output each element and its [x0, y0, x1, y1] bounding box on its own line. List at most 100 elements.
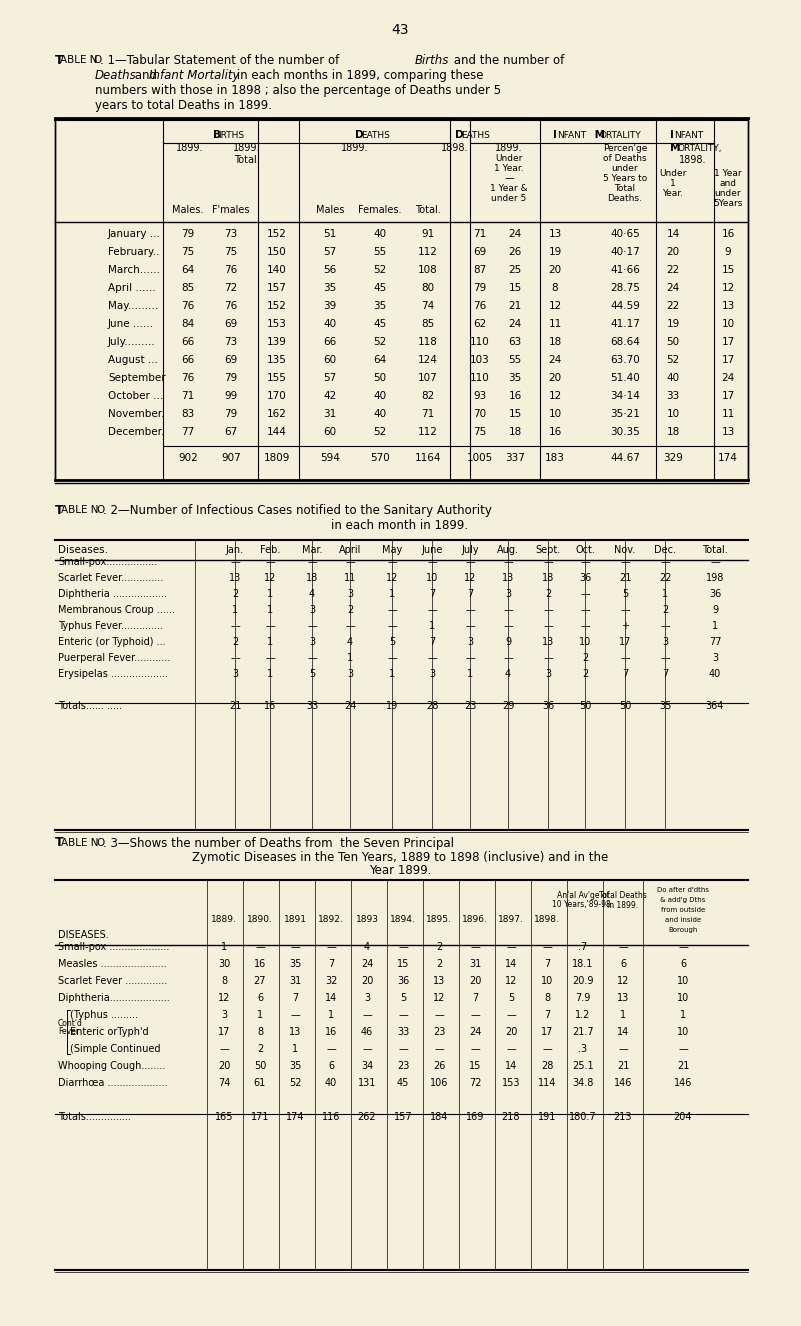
Text: 45: 45: [373, 282, 387, 293]
Text: 66: 66: [181, 337, 195, 347]
Text: 66: 66: [181, 355, 195, 365]
Text: 6: 6: [328, 1061, 334, 1071]
Text: 21: 21: [619, 573, 631, 583]
Text: 1809: 1809: [264, 453, 290, 463]
Text: 8: 8: [544, 993, 550, 1002]
Text: 12: 12: [464, 573, 476, 583]
Text: 50: 50: [254, 1061, 266, 1071]
Text: 3: 3: [467, 636, 473, 647]
Text: Deaths.: Deaths.: [608, 194, 642, 203]
Text: May: May: [382, 545, 402, 556]
Text: 7: 7: [662, 670, 668, 679]
Text: 20: 20: [360, 976, 373, 987]
Text: 1898.: 1898.: [534, 915, 560, 924]
Text: Feb.: Feb.: [260, 545, 280, 556]
Text: 71: 71: [421, 408, 435, 419]
Text: —: —: [465, 605, 475, 615]
Text: 52: 52: [666, 355, 679, 365]
Text: 337: 337: [505, 453, 525, 463]
Text: 17: 17: [722, 355, 735, 365]
Text: 12: 12: [549, 301, 562, 312]
Text: —: —: [465, 621, 475, 631]
Text: 50: 50: [666, 337, 679, 347]
Text: August ...: August ...: [108, 355, 158, 365]
Text: 21: 21: [617, 1061, 630, 1071]
Text: 13: 13: [502, 573, 514, 583]
Text: 191: 191: [537, 1113, 556, 1122]
Text: 25.1: 25.1: [572, 1061, 594, 1071]
Text: —: —: [290, 941, 300, 952]
Text: 14: 14: [505, 959, 517, 969]
Text: 1005: 1005: [467, 453, 493, 463]
Text: —: —: [618, 1044, 628, 1054]
Text: 24: 24: [469, 1028, 481, 1037]
Text: 35·21: 35·21: [610, 408, 640, 419]
Text: 7: 7: [544, 959, 550, 969]
Text: under: under: [612, 163, 638, 172]
Text: 51.40: 51.40: [610, 373, 640, 383]
Text: —: —: [362, 1010, 372, 1020]
Text: Percen'ge: Percen'ge: [603, 143, 647, 152]
Text: —: —: [710, 557, 720, 568]
Text: —: —: [620, 652, 630, 663]
Text: 1899.: 1899.: [495, 143, 523, 152]
Text: 1: 1: [620, 1010, 626, 1020]
Text: 91: 91: [421, 229, 435, 239]
Text: 2: 2: [257, 1044, 263, 1054]
Text: from outside: from outside: [661, 907, 705, 914]
Text: of Deaths: of Deaths: [603, 154, 647, 163]
Text: 12: 12: [617, 976, 630, 987]
Text: October ...: October ...: [108, 391, 163, 400]
Text: Births: Births: [415, 53, 449, 66]
Text: 131: 131: [358, 1078, 376, 1089]
Text: 11: 11: [549, 320, 562, 329]
Text: I: I: [553, 130, 557, 141]
Text: 1164: 1164: [415, 453, 441, 463]
Text: 1: 1: [429, 621, 435, 631]
Text: 36: 36: [709, 589, 721, 599]
Text: Erysipelas ...................: Erysipelas ...................: [58, 670, 168, 679]
Text: 40: 40: [373, 229, 387, 239]
Text: 74: 74: [218, 1078, 230, 1089]
Text: 1899.: 1899.: [341, 143, 368, 152]
Text: 23: 23: [396, 1061, 409, 1071]
Text: 28: 28: [541, 1061, 553, 1071]
Text: 6: 6: [680, 959, 686, 969]
Text: 12: 12: [433, 993, 445, 1002]
Text: 1: 1: [221, 941, 227, 952]
Text: 34: 34: [361, 1061, 373, 1071]
Text: 1896.: 1896.: [462, 915, 488, 924]
Text: 50: 50: [373, 373, 387, 383]
Text: 60: 60: [324, 355, 336, 365]
Text: . 1—Tabular Statement of the number of: . 1—Tabular Statement of the number of: [100, 53, 343, 66]
Text: Under: Under: [495, 154, 523, 163]
Text: 40: 40: [373, 408, 387, 419]
Text: 152: 152: [267, 301, 287, 312]
Text: 3: 3: [221, 1010, 227, 1020]
Text: 184: 184: [430, 1113, 449, 1122]
Text: 1892.: 1892.: [318, 915, 344, 924]
Text: 1: 1: [662, 589, 668, 599]
Text: under 5: under 5: [491, 194, 526, 203]
Text: 76: 76: [473, 301, 487, 312]
Text: 3: 3: [232, 670, 238, 679]
Text: . 3—Shows the number of Deaths from  the Seven Principal: . 3—Shows the number of Deaths from the …: [103, 837, 454, 850]
Text: 57: 57: [324, 247, 336, 257]
Text: 7: 7: [544, 1010, 550, 1020]
Text: —: —: [256, 941, 265, 952]
Text: Enteric (or Typhoid) ...: Enteric (or Typhoid) ...: [58, 636, 166, 647]
Text: 16: 16: [254, 959, 266, 969]
Text: 9: 9: [712, 605, 718, 615]
Text: Fever: Fever: [58, 1028, 79, 1037]
Text: 162: 162: [267, 408, 287, 419]
Text: 5 Years to: 5 Years to: [603, 174, 647, 183]
Text: 10: 10: [677, 1028, 689, 1037]
Text: —: —: [506, 941, 516, 952]
Text: 1: 1: [347, 652, 353, 663]
Text: —: —: [660, 621, 670, 631]
Text: 26: 26: [433, 1061, 445, 1071]
Text: —: —: [427, 557, 437, 568]
Text: Do after d'dths: Do after d'dths: [657, 887, 709, 892]
Text: 20.9: 20.9: [572, 976, 594, 987]
Text: 55: 55: [509, 355, 521, 365]
